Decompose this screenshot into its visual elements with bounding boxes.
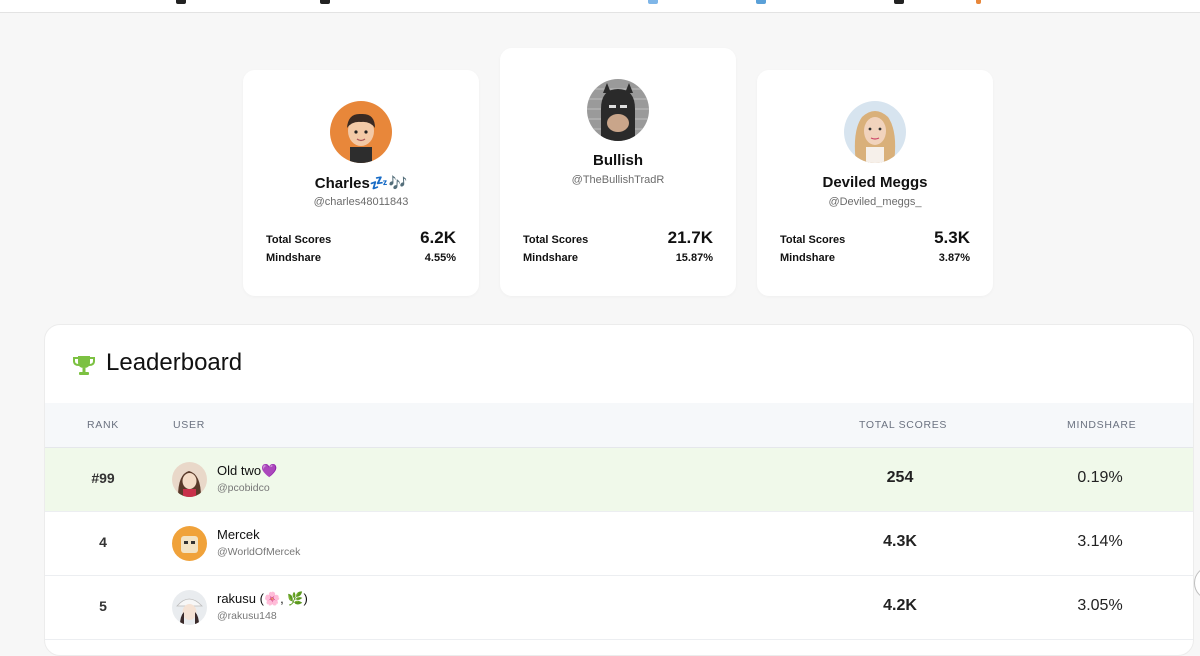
total-scores-label: Total Scores: [266, 234, 332, 246]
leaderboard-panel: Leaderboard RANK USER TOTAL SCORES MINDS…: [44, 324, 1194, 656]
user-name: Charles💤🎶: [314, 175, 408, 192]
user-handle: @WorldOfMercek: [217, 546, 301, 558]
mindshare-row: Mindshare 4.55%: [266, 252, 456, 264]
total-scores-row: Total Scores 5.3K: [780, 228, 970, 248]
browser-bookmarks-bar: [0, 0, 1200, 13]
table-header: RANK USER TOTAL SCORES MINDSHARE: [45, 403, 1193, 448]
avatar: [587, 79, 649, 141]
bookmark-icon[interactable]: [756, 0, 766, 4]
table-row[interactable]: 4 Mercek @WorldOfMercek 4.3K 3.14%: [45, 512, 1193, 576]
scroll-button[interactable]: [1194, 566, 1200, 600]
mindshare-value: 3.87%: [938, 252, 970, 264]
avatar: [172, 590, 207, 625]
bookmark-icon[interactable]: [894, 0, 904, 4]
user-name: Bullish: [592, 152, 643, 169]
total-scores-row: Total Scores 21.7K: [523, 228, 713, 248]
total-scores-cell: 254: [886, 469, 914, 486]
bookmark-icon[interactable]: [176, 0, 186, 4]
user-handle: @TheBullishTradR: [571, 174, 665, 186]
avatar: [844, 101, 906, 163]
mindshare-label: Mindshare: [523, 252, 579, 264]
total-scores-row: Total Scores 6.2K: [266, 228, 456, 248]
column-header-rank[interactable]: RANK: [87, 419, 119, 431]
user-handle: @charles48011843: [313, 196, 409, 208]
mindshare-value: 4.55%: [424, 252, 456, 264]
user-handle: @rakusu148: [217, 610, 277, 622]
mindshare-label: Mindshare: [266, 252, 322, 264]
user-handle: @Deviled_meggs_: [828, 196, 922, 208]
mindshare-cell: 3.05%: [1077, 597, 1123, 614]
avatar: [172, 526, 207, 561]
rank-cell: #99: [91, 470, 115, 486]
column-header-total-scores[interactable]: TOTAL SCORES: [859, 419, 948, 431]
total-scores-label: Total Scores: [523, 234, 589, 246]
avatar: [172, 462, 207, 497]
user-name[interactable]: Mercek: [217, 527, 260, 542]
user-name[interactable]: Old two💜: [217, 463, 278, 478]
mindshare-row: Mindshare 3.87%: [780, 252, 970, 264]
mindshare-cell: 0.19%: [1077, 469, 1123, 486]
bookmark-icon[interactable]: [320, 0, 330, 4]
column-header-mindshare[interactable]: MINDSHARE: [1067, 419, 1137, 431]
user-handle: @pcobidco: [217, 482, 270, 494]
bookmark-icon[interactable]: [648, 0, 658, 4]
leaderboard-title: Leaderboard: [106, 349, 243, 376]
total-scores-value: 6.2K: [420, 228, 456, 247]
top-card-bullish[interactable]: Bullish @TheBullishTradR Total Scores 21…: [500, 48, 736, 296]
avatar: [330, 101, 392, 163]
column-header-user[interactable]: USER: [173, 419, 205, 431]
user-name[interactable]: rakusu (🌸, 🌿): [217, 591, 308, 606]
table-row[interactable]: 5 rakusu (🌸, 🌿) @rakusu148 4.2K 3.05%: [45, 576, 1193, 640]
top-card-charles[interactable]: Charles💤🎶 @charles48011843 Total Scores …: [243, 70, 479, 296]
mindshare-label: Mindshare: [780, 252, 836, 264]
total-scores-label: Total Scores: [780, 234, 846, 246]
total-scores-value: 5.3K: [934, 228, 970, 247]
mindshare-row: Mindshare 15.87%: [523, 252, 713, 264]
user-name: Deviled Meggs: [822, 174, 928, 191]
trophy-icon: [73, 356, 95, 375]
total-scores-cell: 4.3K: [883, 533, 917, 550]
total-scores-cell: 4.2K: [883, 597, 917, 614]
bookmark-icon[interactable]: [976, 0, 981, 4]
total-scores-value: 21.7K: [667, 228, 713, 247]
rank-cell: 5: [99, 598, 107, 614]
mindshare-cell: 3.14%: [1077, 533, 1123, 550]
rank-cell: 4: [99, 534, 107, 550]
top-card-deviled-meggs[interactable]: Deviled Meggs @Deviled_meggs_ Total Scor…: [757, 70, 993, 296]
table-row[interactable]: #99 Old two💜 @pcobidco 254 0.19%: [45, 448, 1193, 512]
mindshare-value: 15.87%: [675, 252, 713, 264]
